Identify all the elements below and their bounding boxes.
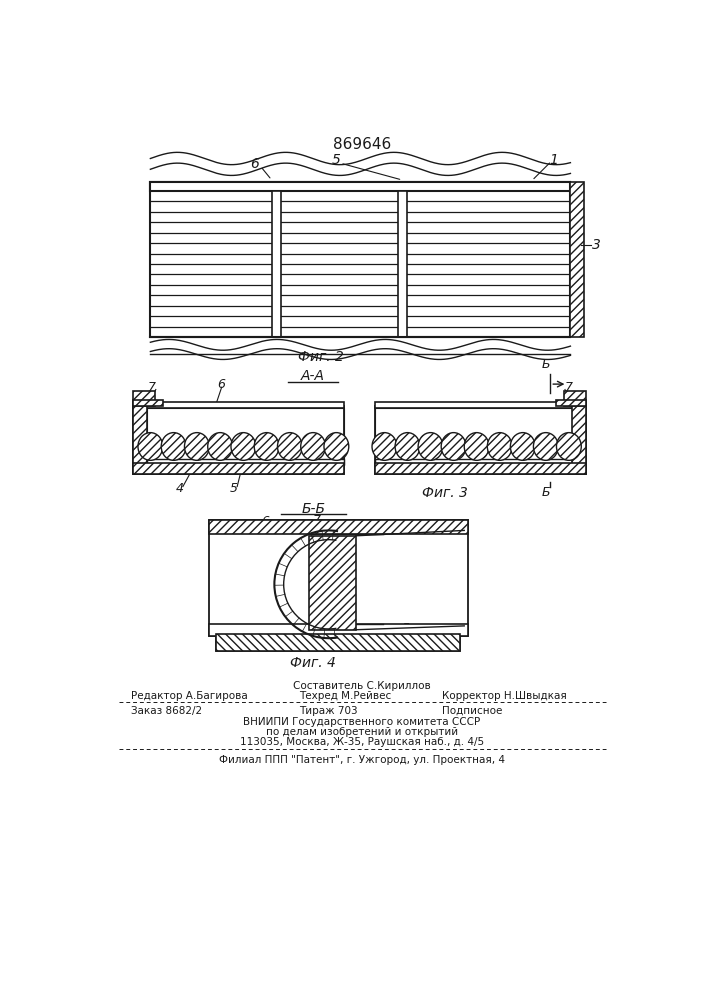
Text: 5: 5	[255, 639, 263, 652]
Ellipse shape	[556, 433, 581, 460]
Text: А-А: А-А	[301, 369, 325, 383]
Text: Тираж 703: Тираж 703	[299, 706, 358, 716]
Bar	[309, 536, 356, 630]
Text: 7: 7	[148, 381, 156, 394]
Bar	[216, 636, 460, 651]
Bar	[271, 191, 281, 337]
Text: 6: 6	[261, 515, 269, 528]
Bar	[147, 408, 344, 465]
Bar	[398, 191, 407, 337]
Text: Подписное: Подписное	[442, 706, 502, 716]
Text: 4: 4	[325, 629, 332, 642]
Text: Б: Б	[542, 358, 550, 371]
Bar	[564, 391, 586, 406]
Text: 5: 5	[402, 622, 410, 635]
Ellipse shape	[372, 433, 397, 460]
Ellipse shape	[231, 433, 256, 460]
Ellipse shape	[533, 433, 559, 460]
Text: Б-Б: Б-Б	[301, 502, 325, 516]
Bar	[209, 520, 468, 636]
Bar	[375, 408, 572, 465]
Text: Составитель С.Кириллов: Составитель С.Кириллов	[293, 681, 431, 691]
Ellipse shape	[510, 433, 535, 460]
Text: 113035, Москва, Ж-35, Раушская наб., д. 4/5: 113035, Москва, Ж-35, Раушская наб., д. …	[240, 737, 484, 747]
Bar	[375, 459, 572, 465]
Text: ВНИИПИ Государственного комитета СССР: ВНИИПИ Государственного комитета СССР	[243, 717, 481, 727]
Ellipse shape	[277, 433, 303, 460]
Text: 3: 3	[592, 238, 600, 252]
Text: 6: 6	[218, 378, 226, 391]
Bar	[151, 182, 571, 337]
Ellipse shape	[418, 433, 443, 460]
Bar	[375, 402, 586, 408]
Text: 4: 4	[176, 482, 184, 495]
Bar	[134, 463, 344, 474]
Bar	[134, 391, 155, 406]
Bar	[134, 406, 344, 474]
Text: Заказ 8682/2: Заказ 8682/2	[131, 706, 202, 716]
Text: 7: 7	[565, 381, 573, 394]
Text: Фиг. 2: Фиг. 2	[298, 350, 344, 364]
Bar	[134, 406, 147, 474]
Text: Корректор Н.Швыдкая: Корректор Н.Швыдкая	[442, 691, 566, 701]
Ellipse shape	[138, 433, 163, 460]
Text: Фиг. 3: Фиг. 3	[422, 486, 468, 500]
Text: 5: 5	[230, 482, 238, 495]
Bar	[209, 520, 468, 534]
Bar	[375, 406, 586, 474]
Text: Б: Б	[542, 486, 550, 499]
Ellipse shape	[300, 433, 325, 460]
Ellipse shape	[161, 433, 186, 460]
Ellipse shape	[441, 433, 466, 460]
Text: 6: 6	[250, 157, 259, 171]
Bar	[151, 182, 571, 191]
Text: Редактор А.Багирова: Редактор А.Багирова	[131, 691, 247, 701]
Bar	[572, 406, 586, 474]
Text: 7: 7	[313, 514, 321, 527]
Text: 1: 1	[549, 153, 558, 167]
Text: 5: 5	[332, 153, 341, 167]
Text: Фиг. 4: Фиг. 4	[290, 656, 336, 670]
Bar	[216, 634, 460, 651]
Ellipse shape	[185, 433, 209, 460]
Text: Техред М.Рейвес: Техред М.Рейвес	[299, 691, 392, 701]
Bar	[134, 402, 344, 408]
Ellipse shape	[395, 433, 420, 460]
Text: по делам изобретений и открытий: по делам изобретений и открытий	[266, 727, 458, 737]
Ellipse shape	[487, 433, 512, 460]
Bar	[556, 400, 586, 406]
Bar	[147, 459, 344, 465]
Ellipse shape	[208, 433, 233, 460]
Ellipse shape	[324, 433, 349, 460]
Ellipse shape	[464, 433, 489, 460]
Bar	[375, 463, 586, 474]
Bar	[134, 400, 163, 406]
Text: Филиал ППП "Патент", г. Ужгород, ул. Проектная, 4: Филиал ППП "Патент", г. Ужгород, ул. Про…	[219, 755, 505, 765]
Text: 869646: 869646	[333, 137, 391, 152]
Bar	[571, 182, 585, 337]
Ellipse shape	[255, 433, 279, 460]
Bar	[209, 624, 468, 636]
